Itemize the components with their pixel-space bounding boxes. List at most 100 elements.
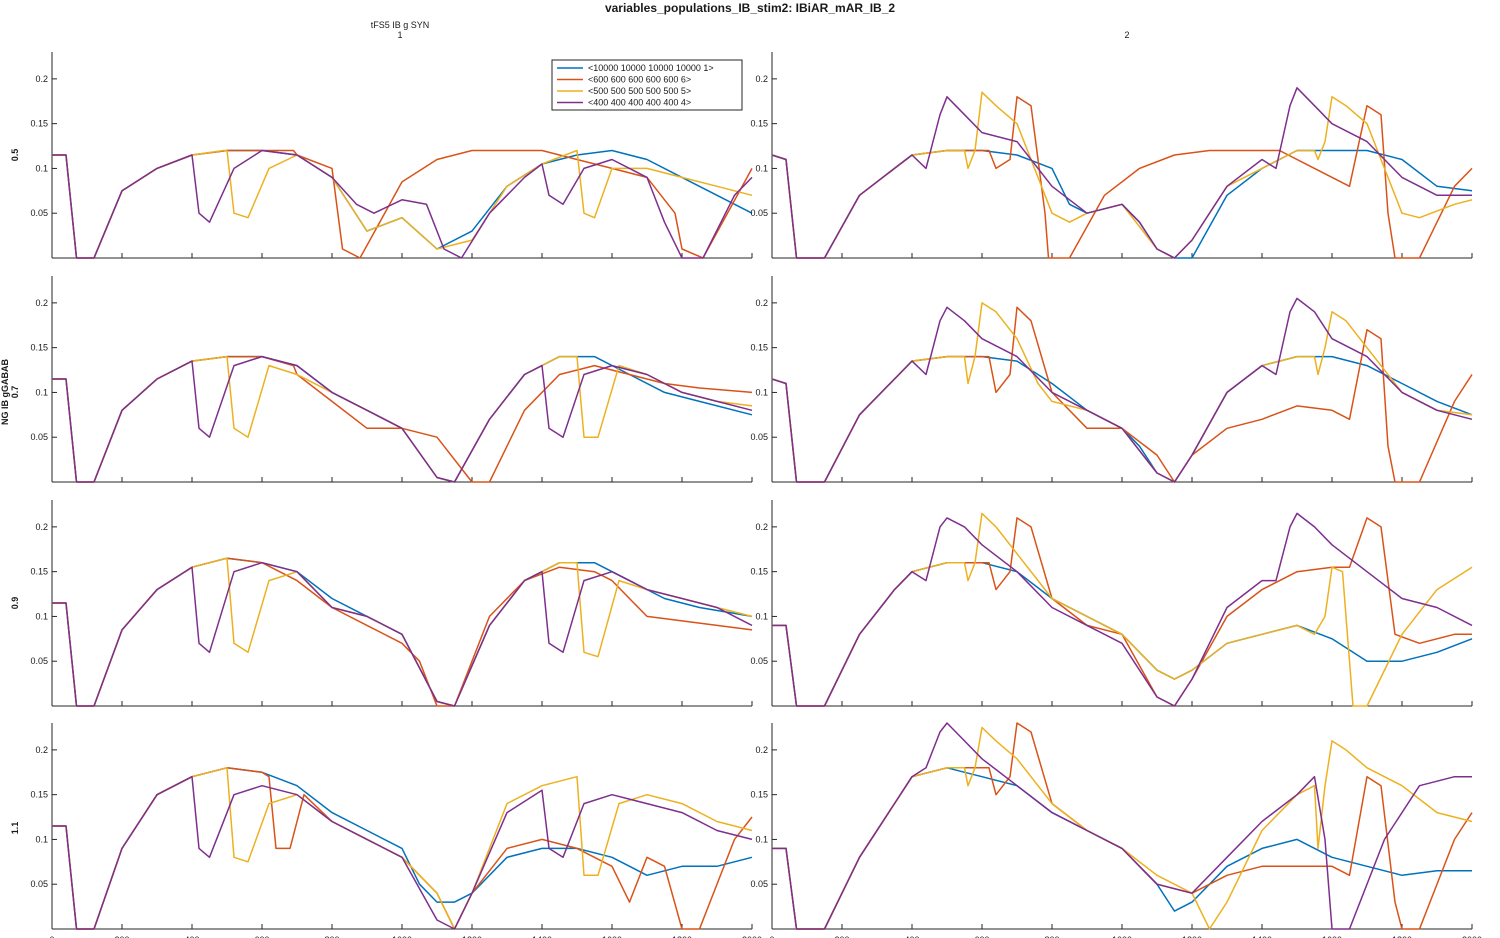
y-tick-label: 0.1	[35, 163, 48, 173]
subplot-r3-c1: 0.05 0.1 0.15 0.2	[30, 500, 753, 707]
x-tick-label: 0	[49, 935, 54, 938]
y-tick-label: 0.15	[750, 790, 768, 800]
x-tick-label: 2000	[742, 935, 762, 938]
x-tick-label: 0	[769, 935, 774, 938]
x-tick-label: 200	[834, 935, 849, 938]
x-tick-label: 400	[184, 935, 199, 938]
y-tick-label: 0.2	[755, 522, 768, 532]
x-tick-label: 600	[254, 935, 269, 938]
series-line-2	[52, 149, 753, 259]
y-tick-label: 0.2	[35, 298, 48, 308]
series-line-3	[52, 557, 753, 707]
legend-entry-1: <10000 10000 10000 10000 1>	[588, 63, 714, 73]
legend-entry-4: <400 400 400 400 400 4>	[588, 98, 691, 108]
y-tick-label: 0.2	[35, 745, 48, 755]
series-line-2	[52, 557, 753, 707]
y-tick-label: 0.15	[30, 119, 48, 129]
series-line-3	[771, 91, 1473, 259]
subplot-r1-c2: 0.05 0.1 0.15 0.2	[750, 52, 1473, 259]
series-line-4	[52, 561, 753, 707]
y-tick-label: 0.1	[755, 611, 768, 621]
y-tick-label: 0.1	[755, 387, 768, 397]
y-tick-label: 0.15	[750, 343, 768, 353]
y-tick-label: 0.15	[30, 567, 48, 577]
x-tick-label: 1600	[602, 935, 622, 938]
y-tick-label: 0.05	[750, 208, 768, 218]
subplot-r2-c2: 0.05 0.1 0.15 0.2	[750, 276, 1473, 483]
subplot-grid: 0.050.10.150.20.050.10.150.20.050.10.150…	[30, 52, 1482, 938]
series-line-4	[52, 355, 753, 483]
y-tick-label: 0.2	[755, 74, 768, 84]
series-line-1	[52, 149, 753, 259]
y-tick-label: 0.15	[30, 790, 48, 800]
x-tick-label: 1200	[1182, 935, 1202, 938]
series-line-4	[771, 87, 1472, 259]
x-tick-label: 1400	[1252, 935, 1272, 938]
legend-box	[551, 59, 743, 111]
y-tick-label: 0.1	[755, 163, 768, 173]
legend-entry-3: <500 500 500 500 500 5>	[588, 86, 691, 96]
row-label-4: 1.1	[10, 822, 20, 835]
y-tick-label: 0.05	[750, 432, 768, 442]
figure-title: variables_populations_IB_stim2: IBiAR_mA…	[605, 1, 895, 15]
x-tick-label: 1800	[1392, 935, 1412, 938]
legend: <10000 10000 10000 10000 1> <600 600 600 …	[551, 59, 743, 111]
x-tick-label: 400	[904, 935, 919, 938]
series-line-3	[52, 149, 753, 259]
x-tick-label: 2000	[1462, 935, 1482, 938]
x-tick-label: 1400	[532, 935, 552, 938]
series-line-3	[772, 512, 1473, 707]
top-variable-label: tFS5 IB g SYN	[371, 20, 430, 30]
y-tick-label: 0.1	[35, 611, 48, 621]
y-tick-label: 0.05	[30, 432, 48, 442]
column-label-2: 2	[1124, 30, 1129, 40]
subplot-r4-c2: 0.05 0.1 0.15 0.2 0 200 400 600 800 1000 1200 1400 1…	[750, 722, 1482, 938]
series-line-4	[52, 149, 753, 259]
y-tick-label: 0.05	[30, 208, 48, 218]
y-tick-label: 0.2	[755, 298, 768, 308]
y-tick-label: 0.15	[750, 567, 768, 577]
x-tick-label: 800	[324, 935, 339, 938]
y-tick-label: 0.1	[755, 834, 768, 844]
series-line-1	[52, 767, 753, 930]
row-label-2: 0.7	[10, 386, 20, 399]
x-tick-label: 800	[1044, 935, 1059, 938]
y-tick-label: 0.2	[35, 522, 48, 532]
series-line-2	[52, 355, 753, 483]
row-label-3: 0.9	[10, 597, 20, 610]
series-line-4	[771, 297, 1473, 483]
y-tick-label: 0.1	[35, 387, 48, 397]
x-tick-label: 1000	[392, 935, 412, 938]
subplot-r3-c2: 0.05 0.1 0.15 0.2	[750, 500, 1473, 707]
series-line-1	[52, 557, 753, 707]
subplot-r1-c1: 0.05 0.1 0.15 0.2	[30, 52, 753, 259]
x-tick-label: 1200	[462, 935, 482, 938]
row-label-1: 0.5	[10, 149, 20, 162]
series-line-3	[772, 726, 1473, 930]
series-line-3	[52, 355, 753, 483]
y-tick-label: 0.05	[30, 656, 48, 666]
series-line-4	[772, 722, 1472, 930]
series-line-2	[771, 96, 1473, 259]
series-line-1	[52, 355, 753, 483]
y-tick-label: 0.15	[30, 343, 48, 353]
subplot-r4-c1: 0.05 0.1 0.15 0.2 0 200 400 600 800 1000 1200 1400 1…	[30, 723, 762, 938]
x-tick-label: 1800	[672, 935, 692, 938]
y-tick-label: 0.2	[755, 745, 768, 755]
column-label-1: 1	[397, 30, 402, 40]
x-tick-label: 200	[114, 935, 129, 938]
series-line-1	[771, 355, 1473, 483]
series-line-2	[772, 722, 1473, 930]
y-tick-label: 0.15	[750, 119, 768, 129]
y-tick-label: 0.05	[30, 879, 48, 889]
x-tick-label: 1000	[1112, 935, 1132, 938]
x-tick-label: 600	[974, 935, 989, 938]
y-tick-label: 0.2	[35, 74, 48, 84]
x-tick-label: 1600	[1322, 935, 1342, 938]
legend-entry-2: <600 600 600 600 600 6>	[588, 75, 691, 85]
row-group-label: NG IB gGABAB	[0, 359, 10, 425]
y-tick-label: 0.1	[35, 834, 48, 844]
subplot-r2-c1: 0.05 0.1 0.15 0.2	[30, 276, 753, 483]
y-tick-label: 0.05	[750, 879, 768, 889]
